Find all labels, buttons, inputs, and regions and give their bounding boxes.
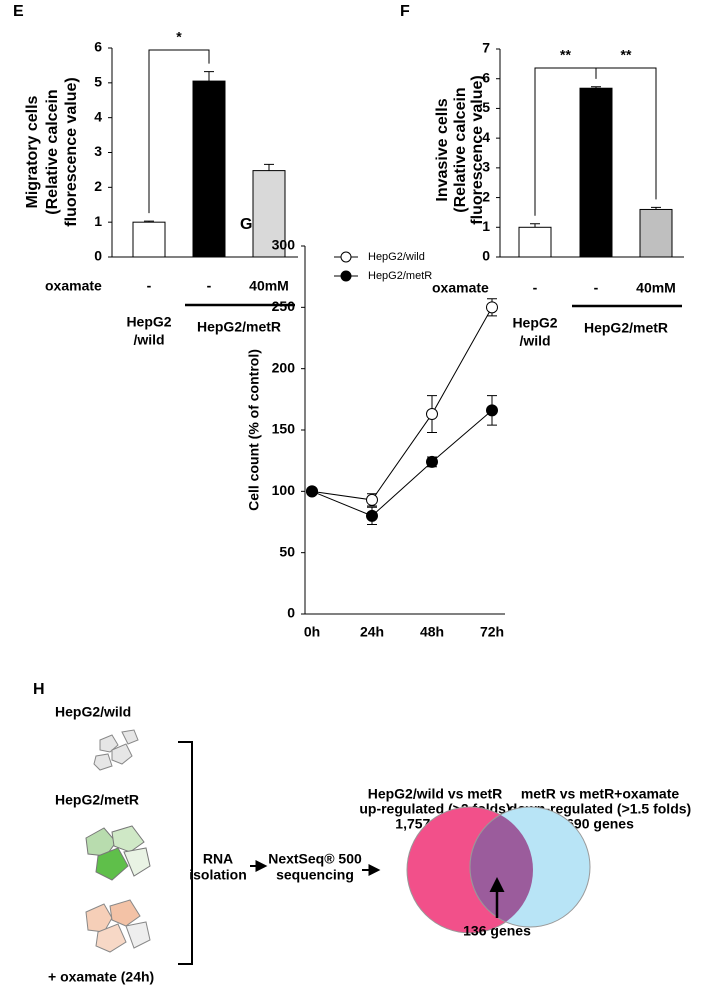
y-tick-label: 50 <box>279 543 295 559</box>
significance-label: ** <box>560 47 571 63</box>
significance-bracket <box>148 49 210 214</box>
cells-metr <box>85 825 151 881</box>
bar <box>579 87 613 258</box>
row-label: oxamate <box>45 278 102 294</box>
y-axis-label: fluorescence value) <box>63 77 80 226</box>
step-label: RNA <box>203 851 233 867</box>
y-tick-label: 100 <box>272 482 296 498</box>
panel-letter: G <box>240 216 252 233</box>
y-axis-label: fluorescence value) <box>469 75 486 224</box>
point <box>366 509 378 522</box>
point <box>366 493 378 506</box>
point <box>426 455 438 468</box>
cells-wild <box>93 729 139 771</box>
y-tick-label: 2 <box>482 188 490 204</box>
y-axis-label: (Relative calcein <box>44 89 61 214</box>
y-tick-label: 150 <box>272 421 296 437</box>
panel-letter: H <box>33 681 45 698</box>
series-line <box>311 409 493 517</box>
group-label: HepG2 <box>126 314 171 330</box>
point <box>306 485 318 498</box>
category-label: - <box>207 278 212 294</box>
y-tick-label: 3 <box>94 143 102 159</box>
y-axis-label: Invasive cells <box>434 98 451 201</box>
y-tick-label: 7 <box>482 40 490 56</box>
category-label: - <box>533 280 538 296</box>
y-tick-label: 5 <box>482 99 490 115</box>
y-tick-label: 6 <box>94 39 102 55</box>
sample-label: HepG2/metR <box>55 792 139 808</box>
category-label: - <box>147 278 152 294</box>
significance-bracket <box>595 67 657 200</box>
group-label: HepG2/metR <box>584 320 668 336</box>
series-line <box>311 307 493 501</box>
y-tick-label: 5 <box>94 74 102 90</box>
x-tick-label: 48h <box>420 624 444 640</box>
y-tick-label: 0 <box>94 248 102 264</box>
error-bar <box>591 86 601 89</box>
bar <box>252 170 286 258</box>
point <box>486 404 498 417</box>
step-label: sequencing <box>276 867 354 883</box>
venn-label: HepG2/wild vs metR <box>368 786 503 802</box>
row-label: oxamate <box>432 280 489 296</box>
venn-label: 690 genes <box>566 816 634 832</box>
y-tick-label: 300 <box>272 237 296 253</box>
venn-overlap-label: 136 genes <box>463 923 531 939</box>
panel-letter: E <box>13 3 24 20</box>
significance-label: * <box>176 29 182 45</box>
point <box>486 301 498 314</box>
y-tick-label: 200 <box>272 359 296 375</box>
x-tick-label: 0h <box>304 624 320 640</box>
category-label: 40mM <box>249 278 289 294</box>
error-bar <box>651 206 661 210</box>
legend-label: HepG2/wild <box>368 251 425 263</box>
y-tick-label: 4 <box>482 129 490 145</box>
bar <box>639 208 673 258</box>
y-tick-label: 0 <box>287 605 295 621</box>
y-tick-label: 250 <box>272 298 296 314</box>
legend-marker <box>340 251 352 263</box>
y-tick-label: 6 <box>482 69 490 85</box>
y-tick-label: 1 <box>482 218 490 234</box>
error-bar <box>144 220 154 223</box>
y-tick-label: 3 <box>482 159 490 175</box>
sample-label: + oxamate (24h) <box>48 969 154 985</box>
error-bar <box>264 163 274 171</box>
y-axis-label: Migratory cells <box>24 95 41 208</box>
legend-marker <box>340 270 352 282</box>
group-label: /wild <box>519 333 550 349</box>
y-tick-label: 1 <box>94 213 102 229</box>
group-label: HepG2 <box>512 315 557 331</box>
x-tick-label: 72h <box>480 624 504 640</box>
step-label: NextSeq® 500 <box>268 851 362 867</box>
group-label: /wild <box>133 332 164 348</box>
cells-oxamate <box>85 899 151 953</box>
y-tick-label: 2 <box>94 178 102 194</box>
step-label: isolation <box>189 867 247 883</box>
significance-label: ** <box>621 47 632 63</box>
panel-h: H HepG2/wild HepG2/metR + oxamate (24h) … <box>33 681 691 984</box>
category-label: 40mM <box>636 280 676 296</box>
y-axis-label: (Relative calcein <box>452 87 469 212</box>
category-label: - <box>594 280 599 296</box>
bar <box>518 226 552 258</box>
sample-label: HepG2/wild <box>55 704 131 720</box>
venn-label: metR vs metR+oxamate <box>521 786 680 802</box>
bracket <box>178 741 193 965</box>
group-label: HepG2/metR <box>197 319 281 335</box>
panel-letter: F <box>400 3 410 20</box>
point <box>426 408 438 421</box>
y-axis-label: Cell count (% of control) <box>246 349 262 511</box>
legend-label: HepG2/metR <box>368 270 432 282</box>
error-bar <box>530 223 540 228</box>
y-tick-label: 0 <box>482 248 490 264</box>
y-tick-label: 4 <box>94 108 102 124</box>
bar <box>132 221 166 258</box>
x-tick-label: 24h <box>360 624 384 640</box>
bar <box>192 80 226 258</box>
error-bar <box>204 71 214 82</box>
